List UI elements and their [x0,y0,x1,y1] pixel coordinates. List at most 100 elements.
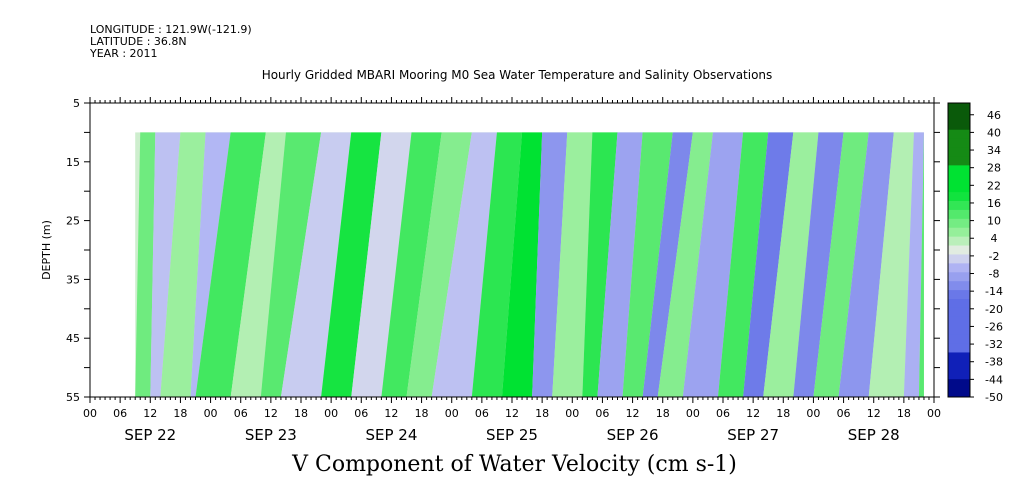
x-tick-label: 18 [535,407,549,420]
heatmap-band [793,132,844,397]
colorbar-segment [948,245,970,255]
colorbar-label: -20 [985,303,1003,316]
heatmap-band [471,132,523,397]
colorbar-segment [948,379,970,389]
heatmap-band [321,132,382,397]
colorbar-label: -14 [985,285,1003,298]
x-date-label: SEP 22 [124,426,176,444]
colorbar-segment [948,236,970,247]
heatmap-band [406,132,472,397]
x-date-label: SEP 23 [245,426,297,444]
x-tick-label: 00 [324,407,338,420]
y-axis-label: DEPTH (m) [40,220,53,280]
heatmap-band [532,132,568,397]
y-tick-label: 25 [66,215,80,228]
heatmap-band [763,132,819,397]
x-tick-label: 06 [354,407,368,420]
x-tick-label: 00 [445,407,459,420]
heatmap-band [868,132,914,397]
x-tick-label: 12 [867,407,881,420]
colorbar-segment [948,183,970,193]
heatmap-band [743,132,794,397]
x-tick-label: 12 [505,407,519,420]
colorbar-segment [948,370,970,380]
heatmap-band [160,132,206,397]
y-tick-label: 45 [66,332,80,345]
colorbar-segment [948,147,970,157]
heatmap-band [622,132,673,397]
variable-title: V Component of Water Velocity (cm s-1) [292,452,737,477]
colorbar-segment [948,263,970,273]
x-tick-label: 00 [204,407,218,420]
x-tick-label: 12 [746,407,760,420]
colorbar-segment [948,218,970,229]
x-tick-label: 12 [264,407,278,420]
x-tick-label: 12 [143,407,157,420]
colorbar-frame [947,102,971,398]
heatmap-band [903,132,924,397]
colorbar-segment [948,174,970,184]
colorbar-label: -32 [985,338,1003,351]
x-tick-label: 06 [837,407,851,420]
colorbar-label: -26 [985,320,1003,333]
heatmap-band [717,132,769,397]
colorbar-segment [948,299,970,309]
x-tick-label: 18 [415,407,429,420]
heatmap-band [135,132,156,397]
colorbar-segment [948,254,970,264]
y-tick-label: 15 [66,156,80,169]
heatmap-band [381,132,442,397]
colorbar-label: 46 [987,109,1001,122]
x-tick-label: 18 [656,407,670,420]
colorbar-label: 10 [987,215,1001,228]
heatmap-band [431,132,497,397]
x-tick-label: 00 [83,407,97,420]
x-tick-label: 06 [475,407,489,420]
heatmap-band [280,132,352,397]
colorbar-segment [948,165,970,175]
colorbar-segment [948,388,970,398]
x-tick-label: 18 [776,407,790,420]
colorbar-segment [948,201,970,211]
heatmap-band [552,132,593,397]
x-tick-label: 06 [716,407,730,420]
colorbar-segment [948,156,970,166]
colorbar-segment [948,352,970,362]
x-tick-label: 00 [565,407,579,420]
colorbar-label: -8 [989,268,1000,281]
heatmap-band [501,132,543,397]
colorbar-segment [948,281,970,291]
colorbar-label: 4 [991,232,998,245]
x-tick-label: 06 [595,407,609,420]
colorbar-segment [948,325,970,336]
heatmap-band [813,132,869,397]
heatmap-band [642,132,693,397]
x-tick-label: 00 [686,407,700,420]
latitude-label: LATITUDE : 36.8N [90,35,187,48]
heatmap-band [597,132,643,397]
heatmap-band [918,132,924,397]
x-tick-label: 18 [294,407,308,420]
colorbar-label: -38 [985,356,1003,369]
colorbar-segment [948,334,970,345]
x-tick-label: 06 [234,407,248,420]
colorbar-segment [948,272,970,282]
colorbar-label: 22 [987,179,1001,192]
colorbar-segment [948,227,970,238]
x-tick-label: 06 [113,407,127,420]
x-date-label: SEP 27 [727,426,779,444]
heatmap-band [682,132,744,397]
colorbar-segment [948,129,970,140]
heatmap-band [582,132,618,397]
heatmap-band [351,132,412,397]
colorbar-label: 16 [987,197,1001,210]
colorbar-label: -2 [989,250,1000,263]
colorbar-segment [948,192,970,202]
y-tick-label: 5 [73,97,80,110]
header-info: LONGITUDE : 121.9W(-121.9) LATITUDE : 36… [90,24,252,60]
colorbar-segment [948,361,970,371]
longitude-label: LONGITUDE : 121.9W(-121.9) [90,23,252,36]
colorbar-label: 34 [987,144,1001,157]
colorbar-segment [948,138,970,149]
